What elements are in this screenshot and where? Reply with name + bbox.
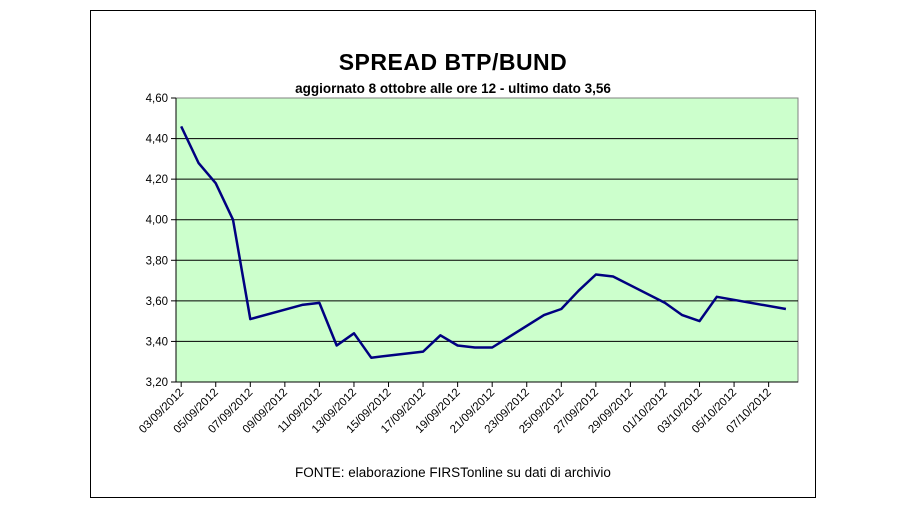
plot-area — [175, 97, 799, 383]
y-tick-label: 4,60 — [146, 93, 168, 105]
y-tick-label: 3,20 — [146, 377, 168, 389]
chart-title: SPREAD BTP/BUND — [338, 49, 568, 75]
y-tick-label: 4,20 — [146, 174, 168, 186]
y-tick-label: 4,00 — [146, 215, 168, 227]
series-line — [180, 125, 787, 359]
y-tick-label: 4,40 — [146, 134, 168, 146]
chart-subtitle: aggiornato 8 ottobre alle ore 12 - ultim… — [295, 81, 611, 96]
y-tick-label: 3,40 — [146, 336, 168, 348]
chart-source-note: FONTE: elaborazione FIRSTonline su dati … — [295, 465, 611, 480]
y-tick-label: 3,80 — [146, 255, 168, 267]
y-tick-label: 3,60 — [146, 296, 168, 308]
